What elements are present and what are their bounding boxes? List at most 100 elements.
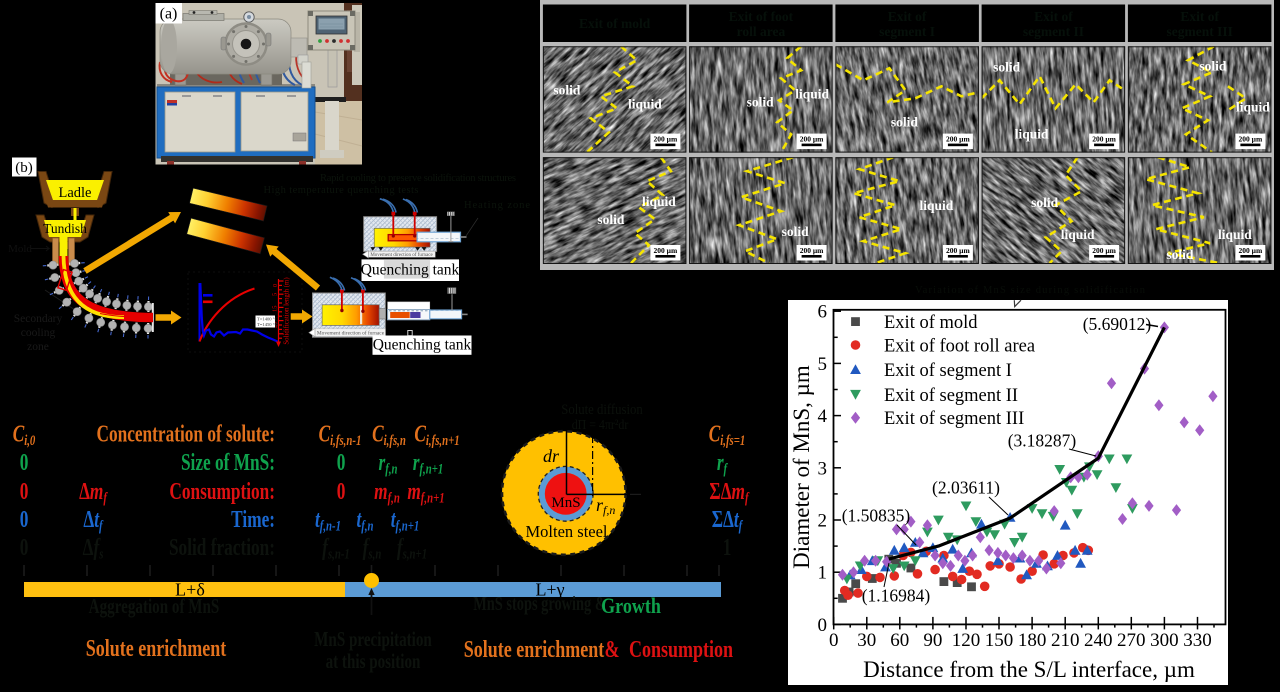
svg-text:200 µm: 200 µm (946, 135, 970, 144)
svg-text:200 µm: 200 µm (1092, 246, 1116, 255)
svg-text:solid: solid (1199, 58, 1227, 73)
svg-text:90: 90 (923, 630, 942, 651)
svg-text:liquid: liquid (1236, 99, 1270, 114)
svg-text:Time:: Time: (231, 505, 275, 533)
svg-text:Exit of segment II: Exit of segment II (884, 386, 1018, 406)
svg-text:solid: solid (747, 94, 775, 109)
svg-text:tf,n: tf,n (356, 505, 373, 534)
svg-text:0: 0 (20, 533, 29, 561)
svg-text:5: 5 (272, 293, 279, 296)
svg-text:MnS stops growing &: MnS stops growing & (473, 592, 607, 615)
svg-text:Size of MnS:: Size of MnS: (181, 448, 275, 476)
svg-text:Solute enrichment: Solute enrichment (86, 635, 226, 662)
svg-text:Δtf: Δtf (83, 505, 104, 534)
svg-text:Exit of foot roll area: Exit of foot roll area (884, 337, 1035, 357)
svg-text:L+δ: L+δ (175, 580, 205, 600)
svg-text:MnS precipitation: MnS precipitation (314, 628, 432, 651)
svg-text:Concentration of solute:: Concentration of solute: (96, 420, 275, 448)
svg-text:solid: solid (1031, 195, 1059, 210)
svg-text:solid: solid (993, 59, 1021, 74)
svg-text:200 µm: 200 µm (1239, 246, 1263, 255)
svg-text:Consumption: Consumption (629, 636, 733, 663)
svg-text:Ci,fs,n: Ci,fs,n (372, 420, 406, 449)
svg-text:200 µm: 200 µm (1239, 135, 1263, 144)
svg-text:240: 240 (1084, 630, 1113, 651)
svg-text:T=1400 °C: T=1400 °C (257, 317, 278, 322)
svg-text:liquid: liquid (1061, 227, 1095, 242)
svg-text:rf,n+1: rf,n+1 (413, 448, 444, 477)
svg-text:0: 0 (818, 615, 828, 636)
svg-text:Diameter of MnS, µm: Diameter of MnS, µm (789, 365, 814, 569)
svg-text:cooling: cooling (21, 327, 56, 339)
svg-text:Aggregation of MnS: Aggregation of MnS (89, 595, 220, 618)
svg-text:(2.03611): (2.03611) (932, 478, 1000, 498)
svg-text:200 µm: 200 µm (800, 135, 824, 144)
svg-text:0: 0 (337, 477, 346, 505)
svg-text:liquid: liquid (628, 96, 662, 111)
svg-text:segment I: segment I (879, 24, 935, 39)
svg-text:liquid: liquid (920, 198, 954, 213)
svg-text:Molten steel: Molten steel (525, 522, 607, 541)
svg-text:Δfs: Δfs (83, 533, 104, 562)
svg-text:Secondary: Secondary (14, 313, 63, 325)
svg-text:4: 4 (818, 406, 828, 427)
svg-text:High temperature quenching tes: High temperature quenching tests (264, 185, 419, 196)
svg-text:zone: zone (27, 341, 49, 353)
svg-text:200 µm: 200 µm (654, 135, 678, 144)
svg-text:segment II: segment II (1023, 24, 1084, 39)
svg-text:Solidification length (m): Solidification length (m) (284, 277, 291, 344)
svg-text:1: 1 (723, 533, 732, 561)
svg-text:15: 15 (272, 306, 279, 313)
svg-text:T=1450 °C: T=1450 °C (257, 322, 278, 327)
svg-text:330: 330 (1183, 630, 1212, 651)
svg-text:6: 6 (818, 302, 828, 323)
svg-text:tf,n-1: tf,n-1 (315, 505, 341, 534)
svg-text:Ci,fs,n-1: Ci,fs,n-1 (319, 420, 362, 449)
svg-text:200 µm: 200 µm (946, 246, 970, 255)
svg-text:Solid fraction:: Solid fraction: (169, 533, 275, 561)
svg-text:60: 60 (890, 630, 909, 651)
svg-text:rf: rf (717, 448, 729, 477)
svg-text:segment III: segment III (1167, 24, 1233, 39)
svg-text:180: 180 (1018, 630, 1047, 651)
svg-text:&: & (605, 636, 620, 663)
svg-text:0: 0 (20, 505, 29, 533)
svg-text:dr: dr (543, 446, 560, 466)
svg-text:Exit of: Exit of (1180, 9, 1219, 24)
svg-text:Distance from the S/L interfac: Distance from the S/L interface, µm (863, 657, 1195, 682)
svg-text:Quenching tank: Quenching tank (373, 337, 472, 354)
svg-text:mf,n+1: mf,n+1 (407, 477, 444, 506)
svg-text:ΣΔtf: ΣΔtf (712, 505, 744, 534)
svg-text:Ci,0: Ci,0 (13, 420, 36, 449)
svg-text:dΠ = 4πr²dr: dΠ = 4πr²dr (572, 416, 629, 432)
svg-text:0: 0 (829, 630, 839, 651)
svg-text:L+γ: L+γ (535, 580, 564, 600)
svg-text:3: 3 (818, 458, 828, 479)
svg-text:Exit of mold: Exit of mold (579, 16, 651, 31)
svg-text:solid: solid (891, 114, 919, 129)
svg-text:Quenching tank: Quenching tank (361, 262, 460, 279)
svg-text:solid: solid (782, 224, 810, 239)
svg-text:(3.18287): (3.18287) (1008, 431, 1077, 451)
svg-text:Solute diffusion: Solute diffusion (561, 402, 643, 418)
svg-text:liquid: liquid (795, 86, 829, 101)
svg-text:solid: solid (553, 82, 581, 97)
svg-text:(b): (b) (15, 160, 33, 176)
svg-text:(1.16984): (1.16984) (862, 586, 931, 606)
svg-text:fs,n: fs,n (363, 533, 382, 562)
svg-text:Growth: Growth (601, 594, 661, 618)
svg-text:fs,n-1: fs,n-1 (322, 533, 350, 562)
svg-text:300: 300 (1150, 630, 1179, 651)
svg-text:MnS: MnS (551, 495, 580, 511)
svg-text:Exit of segment I: Exit of segment I (884, 361, 1012, 381)
svg-text:liquid: liquid (642, 194, 676, 209)
svg-text:solid: solid (597, 212, 625, 227)
svg-text:Movement direction of furnace: Movement direction of furnace (370, 253, 433, 258)
svg-text:Ci,fs,n+1: Ci,fs,n+1 (414, 420, 459, 449)
svg-text:Ladle: Ladle (58, 185, 91, 201)
svg-text:Tundish: Tundish (43, 221, 87, 236)
svg-text:(a): (a) (160, 6, 178, 23)
svg-text:ΣΔmf: ΣΔmf (709, 477, 750, 506)
svg-text:0: 0 (20, 477, 29, 505)
svg-text:tf,n+1: tf,n+1 (391, 505, 420, 534)
